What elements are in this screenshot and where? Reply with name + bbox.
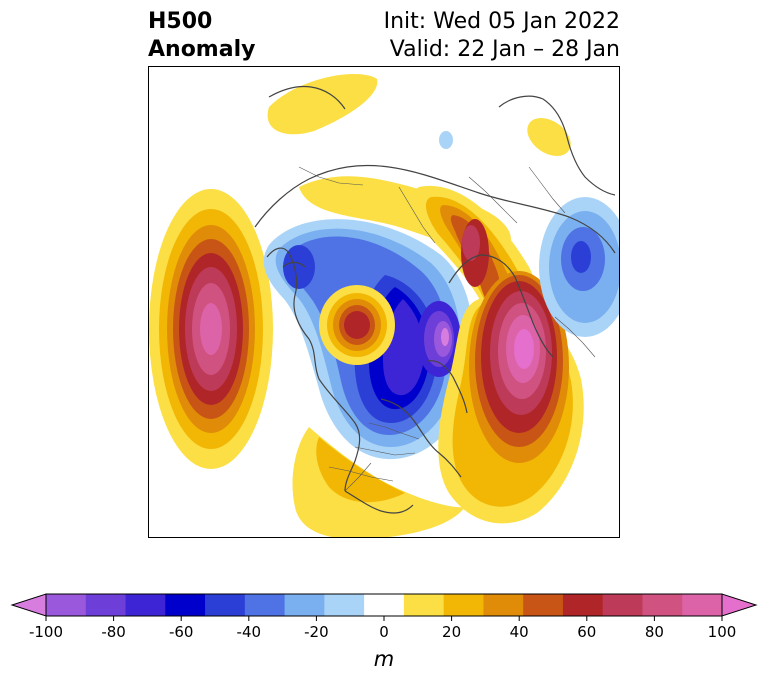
colorbar-tick-label: -40 (237, 623, 262, 641)
title-field: Anomaly (148, 37, 256, 62)
colorbar-segment (682, 594, 723, 616)
colorbar-tick-label: 40 (510, 623, 529, 641)
colorbar: -100 -80 -60 -40 -20 0 20 40 60 80 100 m (0, 584, 768, 684)
valid-range: Valid: 22 Jan – 28 Jan (389, 37, 620, 62)
colorbar-segment (562, 594, 604, 616)
colorbar-segment (602, 594, 643, 616)
colorbar-tick-label: -20 (304, 623, 329, 641)
colorbar-segment (165, 594, 206, 616)
colorbar-extend-low (10, 593, 47, 617)
map-title: H500 Anomaly (148, 8, 255, 64)
colorbar-segment (125, 594, 166, 616)
colorbar-segment (483, 594, 524, 616)
coastlines (254, 85, 616, 514)
colorbar-tick-label: 80 (645, 623, 664, 641)
alaska-ridge (319, 285, 395, 365)
anomaly-map-svg (149, 74, 619, 537)
nw-russia-trough (439, 117, 619, 337)
colorbar-segment (244, 594, 286, 616)
colorbar-tick-label: -80 (101, 623, 126, 641)
colorbar-tick-label: 60 (577, 623, 596, 641)
colorbar-segment (364, 594, 405, 616)
subtropical-band (292, 427, 465, 537)
colorbar-segment (324, 594, 365, 616)
title-variable: H500 (148, 9, 213, 34)
colorbar-segment (403, 594, 445, 616)
colorbar-tick-label: 0 (379, 623, 389, 641)
north-pacific-ridge (149, 189, 273, 469)
colorbar-segment (642, 594, 683, 616)
colorbar-tick-label: -100 (29, 623, 63, 641)
map-dates: Init: Wed 05 Jan 2022 Valid: 22 Jan – 28… (384, 8, 620, 64)
colorbar-tick-label: -60 (169, 623, 194, 641)
colorbar-segment (205, 594, 246, 616)
colorbar-segment (85, 594, 127, 616)
colorbar-tick-label: 100 (708, 623, 737, 641)
colorbar-extend-high (721, 593, 758, 617)
political-borders (298, 166, 596, 492)
colorbar-segment (443, 594, 484, 616)
anomaly-map (148, 66, 620, 538)
colorbar-svg: -100 -80 -60 -40 -20 0 20 40 60 80 100 m (10, 593, 758, 671)
colorbar-segment (523, 594, 564, 616)
colorbar-unit-label: m (374, 647, 394, 671)
colorbar-tick-label: 20 (442, 623, 461, 641)
north-atlantic-ridge (438, 271, 584, 524)
init-date: Init: Wed 05 Jan 2022 (383, 9, 620, 34)
colorbar-segment (284, 594, 325, 616)
colorbar-segment (46, 594, 87, 616)
